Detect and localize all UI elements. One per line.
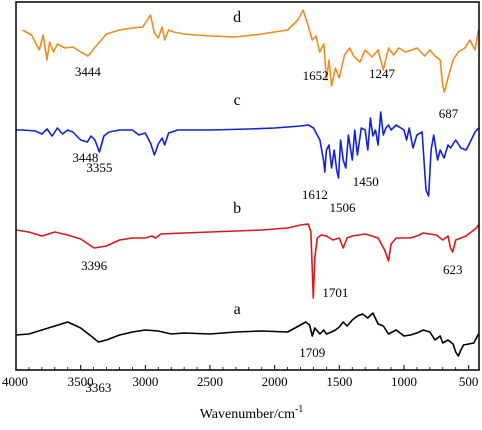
peak-label-d-687: 687 [439,106,459,121]
series-label-a: a [234,301,241,318]
x-axis-title-text: Wavenumber/cm [200,407,295,422]
x-tick-label-3000: 3000 [132,374,158,389]
x-tick-label-2000: 2000 [262,374,288,389]
series-line-a [15,312,480,357]
peak-label-c-3355: 3355 [86,160,112,175]
peak-label-b-623: 623 [443,262,463,277]
x-tick-label-2500: 2500 [197,374,223,389]
peak-label-b-3396: 3396 [81,258,108,273]
peak-label-c-1612: 1612 [302,187,328,202]
peak-label-a-3363: 3363 [85,380,111,395]
series-label-b: b [233,200,241,217]
peak-label-b-1701: 1701 [322,285,348,300]
x-axis-title-superscript: -1 [295,404,303,415]
peak-label-a-1709: 1709 [299,345,325,360]
x-axis-title: Wavenumber/cm-1 [200,404,304,422]
series-group [15,9,480,357]
x-tick-label-1500: 1500 [326,374,352,389]
series-line-d [22,9,480,93]
series-label-c: c [234,92,241,109]
x-tick-label-500: 500 [459,374,479,389]
peak-label-c-1450: 1450 [353,174,379,189]
peak-label-d-3444: 3444 [75,64,102,79]
x-tick-label-1000: 1000 [391,374,417,389]
x-axis-ticks: 4000 3500 3000 2500 2000 1500 1000 500 [2,365,478,389]
peak-label-c-3448: 3448 [72,150,98,165]
plot-frame [15,1,480,371]
series-line-c [16,111,480,197]
series-label-d: d [233,9,241,26]
x-tick-label-4000: 4000 [2,374,28,389]
peak-label-c-1506: 1506 [330,200,357,215]
peak-label-d-1247: 1247 [369,66,396,81]
x-tick-label-3500: 3500 [68,374,94,389]
peak-label-d-1652: 1652 [303,68,329,83]
series-line-b [15,223,480,299]
